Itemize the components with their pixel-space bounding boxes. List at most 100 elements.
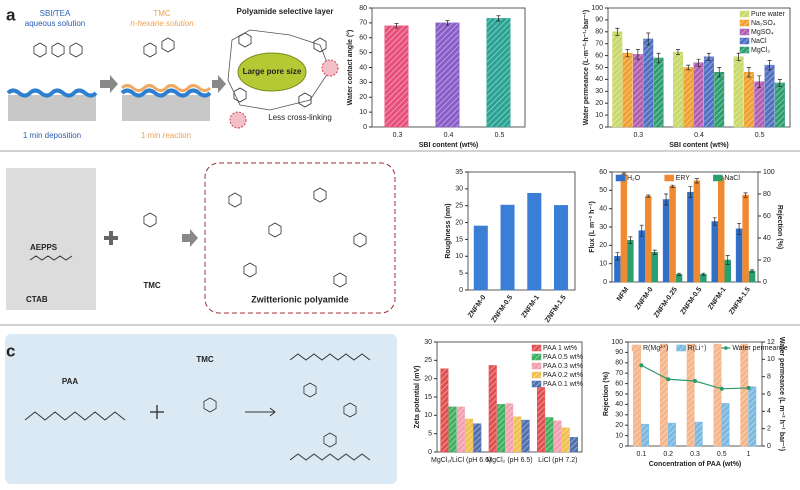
error-bar xyxy=(750,269,755,273)
y2-tick-label: 4 xyxy=(767,408,771,415)
error-bar xyxy=(717,67,722,78)
legend-swatch xyxy=(713,174,723,182)
bar xyxy=(733,56,744,128)
bar xyxy=(545,417,554,453)
bar xyxy=(537,387,546,453)
substrate xyxy=(122,95,210,121)
legend-label: PAA 1 wt% xyxy=(543,345,577,352)
bar xyxy=(694,421,703,447)
y-tick-label: 0 xyxy=(603,279,607,286)
error-bar xyxy=(664,193,669,206)
y-tick-label: 60 xyxy=(599,169,607,176)
bar xyxy=(561,427,570,453)
x-tick-label: ZNFM-0.5 xyxy=(680,286,704,316)
pore xyxy=(237,52,307,92)
y-tick-label: 100 xyxy=(591,5,603,12)
error-bar xyxy=(652,249,657,255)
y2-axis-label: Water permeance (L m⁻² h⁻¹ bar⁻¹) xyxy=(778,337,785,451)
diagram-text: PAA xyxy=(62,377,79,386)
bar xyxy=(496,404,505,453)
legend-label: PAA 0.1 wt% xyxy=(543,381,583,388)
y-tick-label: 80 xyxy=(359,5,367,12)
plus xyxy=(150,405,164,419)
plot-frame xyxy=(467,171,576,291)
bar xyxy=(638,230,645,283)
x-axis-label: Concentration of PAA (wt%) xyxy=(649,461,742,468)
y-tick-label: 0 xyxy=(363,124,367,131)
legend-swatch xyxy=(739,10,750,18)
error-bar xyxy=(725,255,730,265)
error-bar xyxy=(696,58,701,67)
diagram-text: aqueous solution xyxy=(25,19,86,28)
y2-tick-label: 80 xyxy=(763,191,771,198)
reactant-box xyxy=(6,168,96,310)
bar xyxy=(569,437,578,453)
y-tick-label: 50 xyxy=(359,49,367,56)
y-tick-label: 20 xyxy=(359,94,367,101)
diagram-text: CTAB xyxy=(26,295,48,304)
legend-label: NaCl xyxy=(724,175,740,182)
bar xyxy=(669,186,676,283)
y-tick-label: 40 xyxy=(595,76,603,83)
y-tick-label: 50 xyxy=(599,187,607,194)
ring xyxy=(143,212,157,228)
error-bar xyxy=(628,236,633,244)
bar xyxy=(693,180,701,283)
legend-label: PAA 0.2 wt% xyxy=(543,372,583,379)
x-axis-label: SBI content (wt%) xyxy=(669,142,729,149)
ring xyxy=(313,187,327,203)
bar xyxy=(662,199,670,283)
coating xyxy=(120,84,212,92)
error-bar xyxy=(746,67,751,78)
bar xyxy=(500,204,515,291)
y2-tick-label: 12 xyxy=(767,339,775,346)
bar xyxy=(527,192,542,291)
diagram-text: SBI/TEA xyxy=(40,9,71,18)
y2-tick-label: 40 xyxy=(763,235,771,242)
chain xyxy=(289,353,371,461)
bar xyxy=(721,403,730,447)
y2-tick-label: 0 xyxy=(767,443,771,450)
y2-tick-label: 2 xyxy=(767,426,771,433)
y-tick-label: 40 xyxy=(599,206,607,213)
y2-tick-label: 8 xyxy=(767,374,771,381)
y-tick-label: 0 xyxy=(599,124,603,131)
y-axis-label: Water permeance (L·m⁻²·h⁻¹·bar⁻¹) xyxy=(583,10,590,125)
legend-label: PAA 0.3 wt% xyxy=(543,363,583,370)
x-tick-label: NFM xyxy=(616,286,631,303)
coating xyxy=(120,88,212,98)
y-axis-label: Zeta potential (mV) xyxy=(414,365,421,428)
ring xyxy=(243,262,257,278)
y-tick-label: 30 xyxy=(455,186,463,193)
y-tick-label: 40 xyxy=(615,401,623,408)
x-tick-label: 0.4 xyxy=(444,132,454,139)
x-tick-label: 0.1 xyxy=(637,451,647,458)
plus xyxy=(104,231,118,245)
bar xyxy=(622,52,633,128)
y-tick-label: 20 xyxy=(595,100,603,107)
y-tick-label: 25 xyxy=(455,203,463,210)
ring xyxy=(33,42,47,58)
highlight xyxy=(321,59,339,77)
bar xyxy=(456,406,465,453)
y-tick-label: 70 xyxy=(615,370,623,377)
panel-label: a xyxy=(6,5,16,24)
ring xyxy=(323,432,337,448)
bar xyxy=(633,349,642,447)
y-tick-label: 60 xyxy=(615,380,623,387)
bar xyxy=(754,81,765,128)
coating xyxy=(6,88,98,98)
bar xyxy=(653,57,664,128)
y2-tick-label: 6 xyxy=(767,391,771,398)
y-tick-label: 15 xyxy=(455,236,463,243)
bar xyxy=(521,419,530,453)
bar xyxy=(686,343,695,447)
diagram-text: AEPPS xyxy=(30,243,58,252)
bar xyxy=(667,422,676,447)
y-axis-label: Rejection (%) xyxy=(603,372,610,416)
y-tick-label: 10 xyxy=(599,261,607,268)
highlight xyxy=(229,111,247,129)
chain xyxy=(29,255,73,261)
y-tick-label: 15 xyxy=(424,394,432,401)
diagram-text: TMC xyxy=(153,9,171,18)
